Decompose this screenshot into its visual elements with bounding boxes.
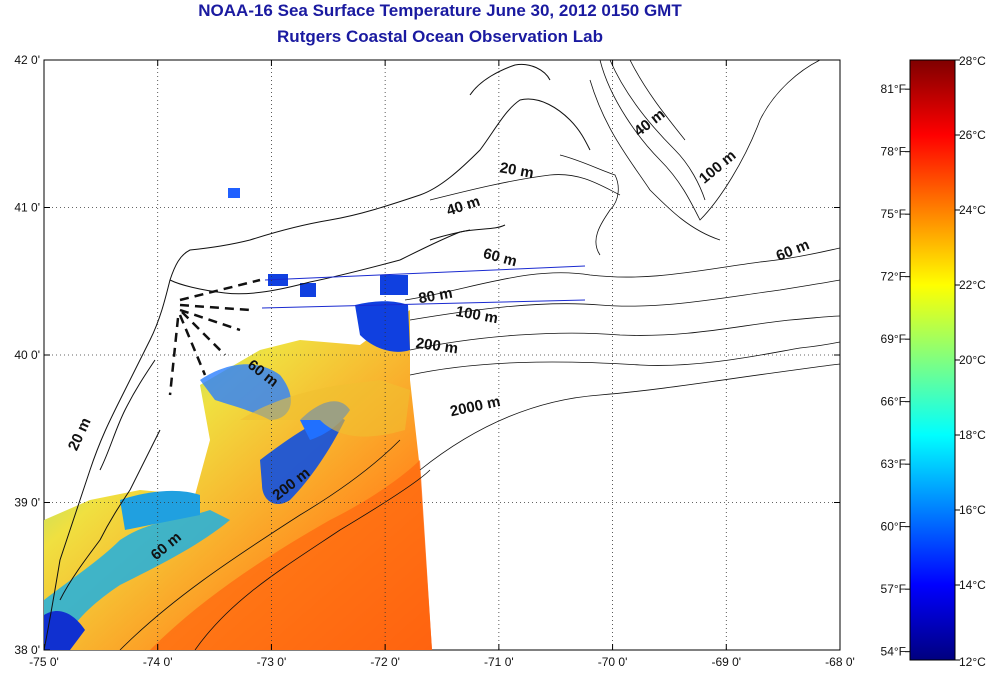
celsius-tick-label: 18°C <box>959 428 986 442</box>
lat-tick-label: 41 0' <box>14 201 40 215</box>
fahrenheit-tick-label: 75°F <box>881 207 906 221</box>
lat-tick-label: 38 0' <box>14 643 40 657</box>
lon-tick-label: -69 0' <box>711 655 741 669</box>
lon-tick-label: -74 0' <box>143 655 173 669</box>
colorbar: 81°F 78°F 75°F 72°F 69°F 66°F 63°F 60°F 57°F 54°F… <box>881 54 987 669</box>
graticule <box>44 60 840 650</box>
lon-tick-label: -71 0' <box>484 655 514 669</box>
map-subtitle: Rutgers Coastal Ocean Observation Lab <box>277 27 603 46</box>
lon-tick-label: -72 0' <box>370 655 400 669</box>
latitude-axis: 42 0' 41 0' 40 0' 39 0' 38 0' <box>14 53 840 657</box>
lat-tick-label: 39 0' <box>14 496 40 510</box>
longitude-axis: -75 0' -74 0' -73 0' -72 0' -71 0' -70 0' -69 … <box>29 60 855 669</box>
cable-lines <box>261 265 586 309</box>
fahrenheit-tick-label: 63°F <box>881 457 906 471</box>
coastline <box>44 63 591 650</box>
shipping-lanes <box>168 278 261 396</box>
fahrenheit-tick-label: 72°F <box>881 270 906 284</box>
map-title: NOAA-16 Sea Surface Temperature June 30,… <box>198 1 682 20</box>
contour-label: 20 m <box>498 159 535 182</box>
fahrenheit-tick-label: 60°F <box>881 520 906 534</box>
lon-tick-label: -73 0' <box>257 655 287 669</box>
lat-tick-label: 42 0' <box>14 53 40 67</box>
fahrenheit-tick-label: 57°F <box>881 582 906 596</box>
lon-tick-label: -75 0' <box>29 655 59 669</box>
colorbar-scale <box>909 59 956 661</box>
fahrenheit-tick-label: 69°F <box>881 332 906 346</box>
fahrenheit-tick-label: 66°F <box>881 395 906 409</box>
colorbar-celsius-ticks: 28°C 26°C 24°C 22°C 20°C 18°C 16°C 14°C 12°C <box>955 54 986 669</box>
celsius-tick-label: 12°C <box>959 655 986 669</box>
colorbar-fahrenheit-ticks: 81°F 78°F 75°F 72°F 69°F 66°F 63°F 60°F 57°F 54°F <box>881 82 910 659</box>
fahrenheit-tick-label: 54°F <box>881 645 906 659</box>
fahrenheit-tick-label: 81°F <box>881 82 906 96</box>
celsius-tick-label: 14°C <box>959 578 986 592</box>
celsius-tick-label: 26°C <box>959 128 986 142</box>
celsius-tick-label: 16°C <box>959 503 986 517</box>
celsius-tick-label: 20°C <box>959 353 986 367</box>
lat-tick-label: 40 0' <box>14 348 40 362</box>
contour-label: 80 m <box>417 285 454 308</box>
fahrenheit-tick-label: 78°F <box>881 145 906 159</box>
celsius-tick-label: 28°C <box>959 54 986 68</box>
celsius-tick-label: 22°C <box>959 278 986 292</box>
isobath-contours <box>119 60 840 650</box>
lon-tick-label: -70 0' <box>598 655 628 669</box>
celsius-tick-label: 24°C <box>959 203 986 217</box>
lon-tick-label: -68 0' <box>825 655 855 669</box>
sst-swath <box>44 188 432 650</box>
contour-label: 200 m <box>415 335 459 358</box>
